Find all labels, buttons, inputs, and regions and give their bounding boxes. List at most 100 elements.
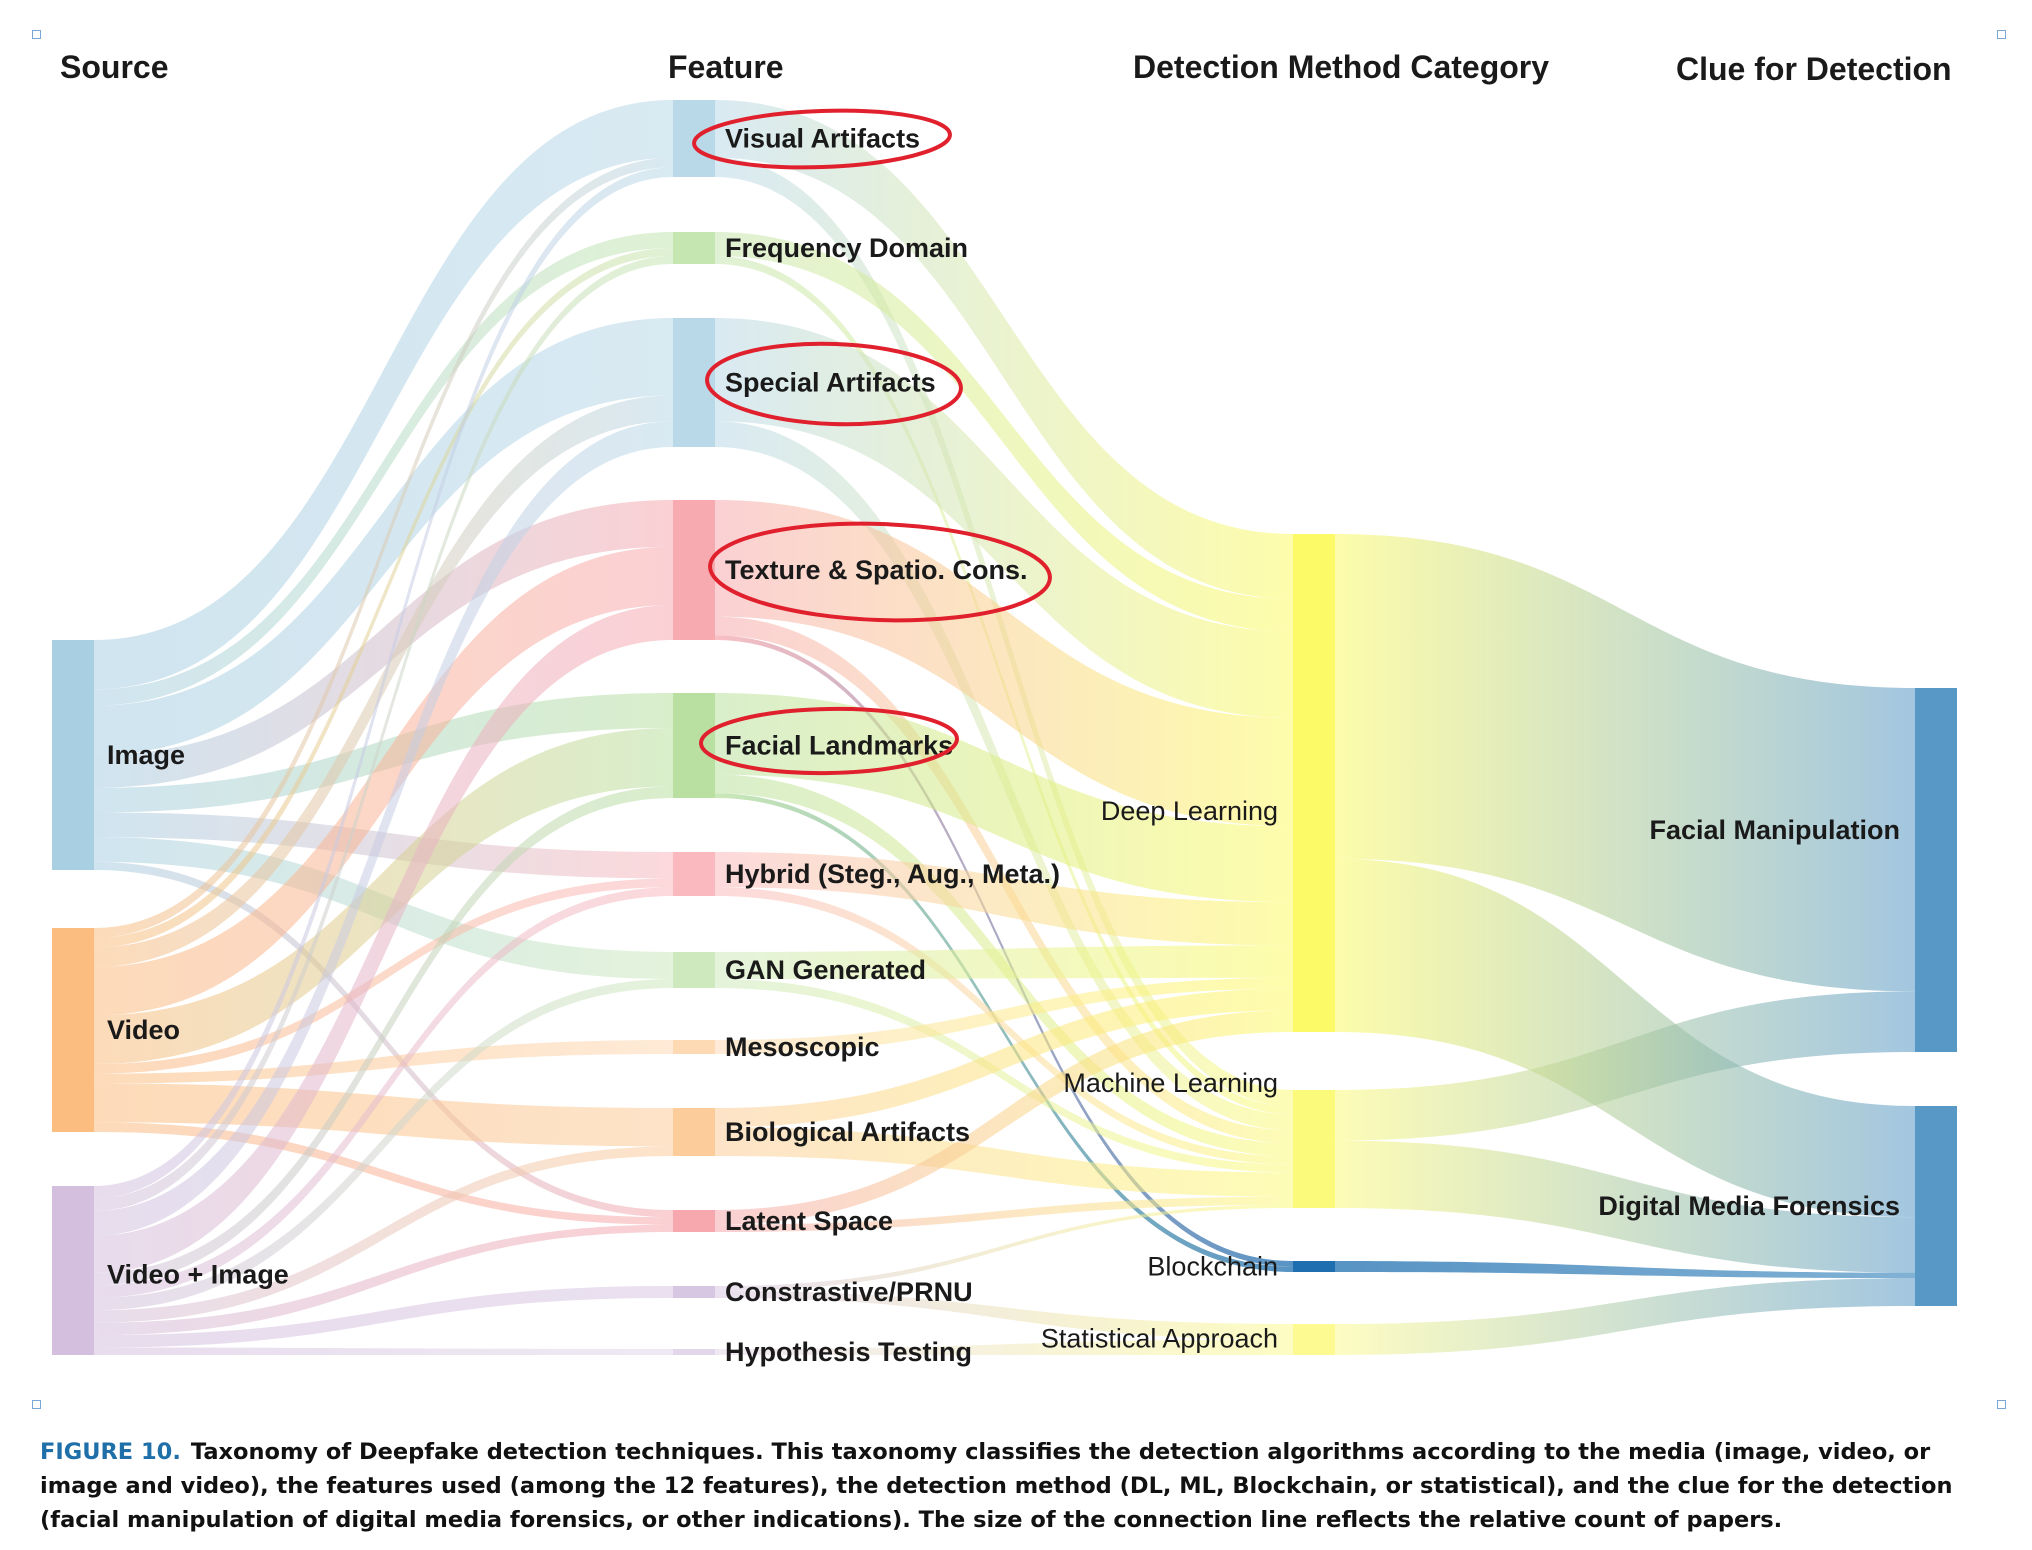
link-latent-to-ml	[715, 1196, 1293, 1232]
node-label-dl: Deep Learning	[1101, 796, 1278, 826]
link-frequency-to-dl	[715, 232, 1293, 632]
link-facial-to-bc	[715, 793, 1293, 1272]
node-label-video: Video	[107, 1015, 180, 1045]
node-label-texture: Texture & Spatio. Cons.	[725, 555, 1028, 585]
link-bc-to-dmf	[1335, 1261, 1915, 1279]
link-videoimage-to-latent	[94, 1224, 673, 1336]
node-label-hypo: Hypothesis Testing	[725, 1337, 972, 1367]
node-label-bc: Blockchain	[1147, 1252, 1278, 1282]
node-dl	[1293, 534, 1335, 1032]
links-layer	[94, 100, 1915, 1355]
node-label-videoimage: Video + Image	[107, 1260, 289, 1290]
node-label-bio: Biological Artifacts	[725, 1117, 970, 1147]
node-label-stat: Statistical Approach	[1041, 1324, 1278, 1354]
link-videoimage-to-texture	[94, 605, 673, 1273]
link-video-to-visual	[94, 157, 673, 938]
corner-marker	[1997, 30, 2006, 39]
node-frequency	[673, 232, 715, 264]
nodes-layer	[52, 100, 1957, 1355]
node-hybrid	[673, 852, 715, 896]
corner-marker	[32, 1400, 41, 1409]
node-prnu	[673, 1286, 715, 1298]
link-videoimage-to-gan	[94, 979, 673, 1311]
link-bio-to-dl	[715, 988, 1293, 1128]
link-hybrid-to-dl	[715, 852, 1293, 946]
node-hypo	[673, 1349, 715, 1355]
link-image-to-visual	[94, 100, 673, 690]
node-label-gan: GAN Generated	[725, 955, 926, 985]
link-video-to-frequency	[94, 248, 673, 948]
node-label-image: Image	[107, 740, 185, 770]
link-facial-to-dl	[715, 693, 1293, 903]
node-bc	[1293, 1261, 1335, 1272]
node-label-facial: Facial Landmarks	[725, 731, 953, 761]
link-image-to-texture	[94, 500, 673, 788]
node-videoimage	[52, 1186, 94, 1355]
node-label-frequency: Frequency Domain	[725, 233, 968, 263]
node-fm	[1915, 688, 1957, 1052]
link-stat-to-dmf	[1335, 1278, 1915, 1355]
header-feature: Feature	[668, 49, 784, 85]
node-label-latent: Latent Space	[725, 1206, 893, 1236]
node-video	[52, 928, 94, 1132]
link-image-to-frequency	[94, 232, 673, 706]
link-ml-to-fm	[1335, 991, 1915, 1141]
link-texture-to-dl	[715, 500, 1293, 827]
annotations-layer	[692, 108, 1052, 776]
headers-layer: Source Feature Detection Method Category…	[60, 49, 1952, 87]
node-facial	[673, 693, 715, 798]
node-texture	[673, 500, 715, 640]
annotation-circle-texture	[708, 521, 1052, 623]
caption-label: FIGURE 10.	[40, 1439, 181, 1465]
sankey-diagram: Image Video Video + Image Visual Artifacts F…	[52, 49, 1957, 1368]
node-label-special: Special Artifacts	[725, 368, 936, 398]
labels-layer: Image Video Video + Image Visual Artifacts F…	[107, 124, 1900, 1368]
link-hypo-to-stat	[715, 1339, 1293, 1355]
node-stat	[1293, 1324, 1335, 1355]
node-ml	[1293, 1090, 1335, 1208]
link-visual-to-dl	[715, 100, 1293, 599]
header-clue: Clue for Detection	[1676, 51, 1952, 87]
link-dl-to-dmf	[1335, 858, 1915, 1218]
node-meso	[673, 1040, 715, 1054]
annotation-circle-special	[705, 341, 963, 427]
link-videoimage-to-prnu	[94, 1286, 673, 1348]
node-label-hybrid: Hybrid (Steg., Aug., Meta.)	[725, 859, 1060, 889]
link-dl-to-fm	[1335, 534, 1915, 992]
link-image-to-special	[94, 318, 673, 755]
link-image-to-facial	[94, 693, 673, 813]
node-label-ml: Machine Learning	[1063, 1068, 1278, 1098]
link-videoimage-to-visual	[94, 167, 673, 1199]
link-video-to-facial	[94, 728, 673, 1064]
node-label-fm: Facial Manipulation	[1649, 815, 1900, 845]
link-hybrid-to-ml	[715, 887, 1293, 1165]
link-videoimage-to-facial	[94, 786, 673, 1286]
link-videoimage-to-hypo	[94, 1347, 673, 1355]
node-label-dmf: Digital Media Forensics	[1598, 1191, 1900, 1221]
figure-caption: FIGURE 10. Taxonomy of Deepfake detection…	[40, 1435, 2000, 1537]
link-special-to-dl	[715, 318, 1293, 719]
corner-marker	[32, 30, 41, 39]
link-prnu-to-stat	[715, 1290, 1293, 1340]
corner-marker	[1997, 1400, 2006, 1409]
header-source: Source	[60, 49, 168, 85]
header-method: Detection Method Category	[1133, 49, 1549, 85]
link-video-to-latent	[94, 1122, 673, 1225]
node-label-visual: Visual Artifacts	[725, 124, 920, 154]
annotation-circle-facial	[699, 706, 959, 776]
node-bio	[673, 1108, 715, 1156]
link-gan-to-ml	[715, 979, 1293, 1173]
link-prnu-to-ml	[715, 1204, 1293, 1291]
node-gan	[673, 952, 715, 988]
node-image	[52, 640, 94, 870]
link-videoimage-to-hybrid	[94, 887, 673, 1298]
link-video-to-meso	[94, 1040, 673, 1084]
node-dmf	[1915, 1106, 1957, 1306]
link-videoimage-to-special	[94, 421, 673, 1236]
link-meso-to-dl	[715, 977, 1293, 1054]
caption-text: Taxonomy of Deepfake detection technique…	[40, 1439, 1953, 1533]
link-ml-to-dmf	[1335, 1140, 1915, 1273]
link-latent-to-dl	[715, 1010, 1293, 1225]
node-label-prnu: Constrastive/PRNU	[725, 1277, 973, 1307]
annotation-circle-visual	[692, 108, 952, 170]
